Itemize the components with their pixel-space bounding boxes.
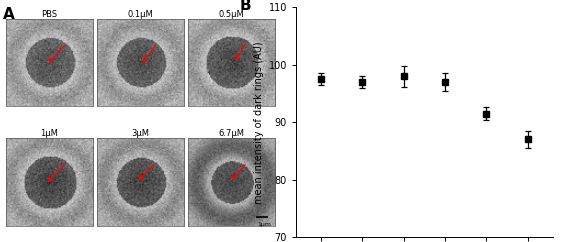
Text: A: A [3,7,15,22]
Text: B: B [240,0,251,13]
Title: 6.7μM: 6.7μM [218,129,244,138]
Title: PBS: PBS [42,10,57,19]
Text: 1μm: 1μm [257,222,271,227]
Title: 1μM: 1μM [40,129,58,138]
Title: 0.5μM: 0.5μM [218,10,244,19]
Title: 0.1μM: 0.1μM [127,10,153,19]
Y-axis label: mean intensity of dark rings (AU): mean intensity of dark rings (AU) [255,41,264,204]
Title: 3μM: 3μM [131,129,149,138]
